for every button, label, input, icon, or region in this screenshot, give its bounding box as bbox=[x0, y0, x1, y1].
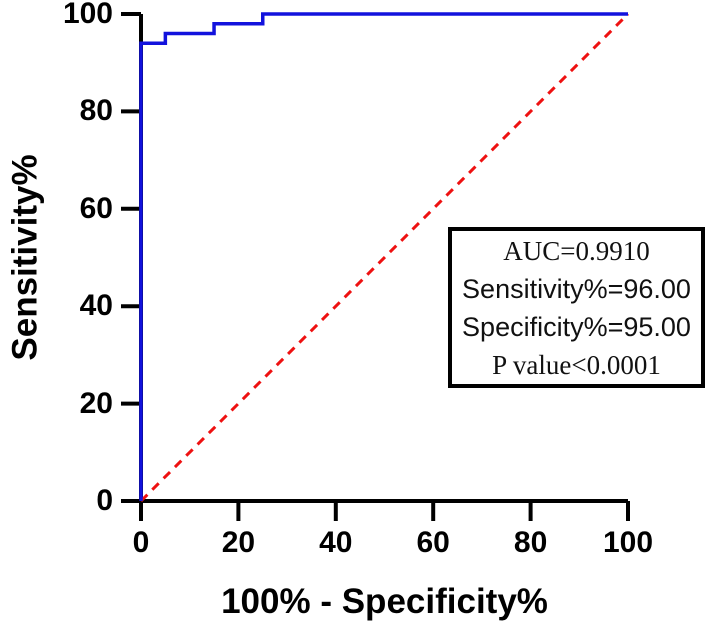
y-tick-label: 100 bbox=[62, 0, 113, 30]
x-tick-label: 20 bbox=[221, 526, 256, 559]
chart-series bbox=[139, 12, 630, 503]
axis-ticks bbox=[121, 12, 630, 521]
x-axis-title: 100% - Specificity% bbox=[221, 582, 548, 621]
x-tick-label: 100 bbox=[602, 526, 654, 559]
x-tick-label: 0 bbox=[132, 526, 150, 559]
stats-annotation-box: AUC=0.9910 Sensitivity%=96.00 Specificit… bbox=[448, 227, 705, 388]
y-tick-label: 20 bbox=[79, 386, 113, 420]
x-tick-label: 60 bbox=[416, 526, 450, 559]
reference-line bbox=[139, 12, 630, 503]
y-tick-label: 0 bbox=[96, 484, 113, 517]
roc-curve bbox=[139, 12, 628, 501]
y-tick-label: 40 bbox=[79, 289, 113, 323]
stats-line-auc: AUC=0.9910 bbox=[503, 235, 650, 266]
y-axis-title: Sensitivity% bbox=[5, 154, 45, 361]
x-tick-label: 40 bbox=[319, 526, 353, 559]
x-tick-label: 80 bbox=[513, 526, 548, 559]
stats-line-sensitivity: Sensitivity%=96.00 bbox=[462, 273, 691, 304]
y-tick-label: 80 bbox=[79, 94, 113, 128]
stats-line-pvalue: P value<0.0001 bbox=[492, 349, 661, 380]
stats-line-specificity: Specificity%=95.00 bbox=[462, 311, 691, 342]
y-tick-label: 60 bbox=[79, 191, 113, 225]
